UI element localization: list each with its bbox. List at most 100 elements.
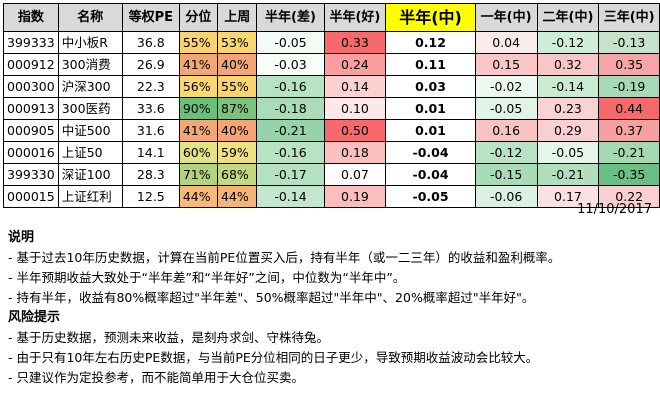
cell-pe: 12.5 xyxy=(121,185,180,208)
table-row: 000015 上证红利 12.5 44% 44% -0.14 0.19 -0.05 -0.06 0… xyxy=(3,185,660,208)
header-name: 名称 xyxy=(57,3,123,32)
cell-half-mid: 0.03 xyxy=(385,75,476,98)
cell-name: 中证500 xyxy=(57,119,123,142)
cell-name: 沪深300 xyxy=(57,75,123,98)
table-row: 000016 上证50 14.1 60% 59% -0.16 0.18 -0.04 -0.12-… xyxy=(3,141,660,164)
cell-half-good: 0.07 xyxy=(323,163,387,186)
cell-index-code: 000300 xyxy=(3,75,59,98)
cell-1y-mid: -0.06 xyxy=(474,185,538,208)
cell-half-good: 0.10 xyxy=(323,97,387,120)
header-1y-mid: 一年(中) xyxy=(474,3,538,32)
cell-half-bad: -0.14 xyxy=(256,185,325,208)
cell-3y-mid: 0.35 xyxy=(598,53,660,76)
cell-half-good: 0.24 xyxy=(323,53,387,76)
cell-name: 中小板R xyxy=(57,31,123,54)
cell-pe: 26.9 xyxy=(121,53,180,76)
table-row: 000905 中证500 31.6 41% 40% -0.21 0.50 0.01 0.16 0.… xyxy=(3,119,660,142)
cell-index-code: 000913 xyxy=(3,97,59,120)
header-half-good: 半年(好) xyxy=(323,3,387,32)
cell-2y-mid: -0.05 xyxy=(536,141,600,164)
note-item: - 基于过去10年历史数据，计算在当前PE位置买入后，持有半年（或一二三年）的收… xyxy=(8,250,561,265)
cell-half-mid: 0.11 xyxy=(385,53,476,76)
cell-1y-mid: -0.05 xyxy=(474,97,538,120)
cell-1y-mid: 0.16 xyxy=(474,119,538,142)
cell-percentile: 71% xyxy=(178,163,219,186)
cell-last-week: 40% xyxy=(217,119,258,142)
note-item: - 半年预期收益大致处于“半年差”和“半年好”之间，中位数为“半年中”。 xyxy=(8,270,406,285)
cell-half-good: 0.18 xyxy=(323,141,387,164)
cell-half-good: 0.50 xyxy=(323,119,387,142)
cell-3y-mid: -0.35 xyxy=(598,163,660,186)
cell-2y-mid: 0.29 xyxy=(536,119,600,142)
cell-3y-mid: 0.22 xyxy=(598,185,660,208)
cell-index-code: 000015 xyxy=(3,185,59,208)
cell-3y-mid: 0.44 xyxy=(598,97,660,120)
cell-1y-mid: 0.15 xyxy=(474,53,538,76)
cell-half-mid: -0.05 xyxy=(385,185,476,208)
header-half-bad: 半年(差) xyxy=(256,3,325,32)
cell-last-week: 40% xyxy=(217,53,258,76)
header-last-week: 上周 xyxy=(217,3,258,32)
cell-name: 300消费 xyxy=(57,53,123,76)
cell-2y-mid: 0.23 xyxy=(536,97,600,120)
cell-index-code: 000905 xyxy=(3,119,59,142)
cell-half-bad: -0.03 xyxy=(256,53,325,76)
cell-pe: 14.1 xyxy=(121,141,180,164)
cell-percentile: 41% xyxy=(178,119,219,142)
cell-3y-mid: -0.21 xyxy=(598,141,660,164)
cell-half-mid: -0.04 xyxy=(385,163,476,186)
cell-name: 300医药 xyxy=(57,97,123,120)
cell-half-mid: 0.01 xyxy=(385,97,476,120)
cell-pe: 36.8 xyxy=(121,31,180,54)
cell-3y-mid: 0.37 xyxy=(598,119,660,142)
cell-half-mid: 0.01 xyxy=(385,119,476,142)
header-half-mid: 半年(中) xyxy=(385,3,476,32)
cell-2y-mid: -0.14 xyxy=(536,75,600,98)
cell-pe: 22.3 xyxy=(121,75,180,98)
cell-index-code: 399333 xyxy=(3,31,59,54)
cell-1y-mid: -0.02 xyxy=(474,75,538,98)
cell-percentile: 55% xyxy=(178,31,219,54)
cell-last-week: 55% xyxy=(217,75,258,98)
risk-item: - 只建议作为定投参考，而不能简单用于大仓位买卖。 xyxy=(8,370,304,385)
notes-title: 说明 xyxy=(8,230,35,245)
cell-index-code: 000016 xyxy=(3,141,59,164)
cell-half-bad: -0.05 xyxy=(256,31,325,54)
cell-3y-mid: -0.19 xyxy=(598,75,660,98)
cell-name: 上证红利 xyxy=(57,185,123,208)
cell-last-week: 68% xyxy=(217,163,258,186)
cell-half-good: 0.33 xyxy=(323,31,387,54)
header-index: 指数 xyxy=(3,3,59,32)
risk-item: - 由于只有10年左右历史PE数据，与当前PE分位相同的日子更少，导致预期收益波… xyxy=(8,350,539,365)
cell-last-week: 87% xyxy=(217,97,258,120)
cell-1y-mid: -0.15 xyxy=(474,163,538,186)
cell-last-week: 59% xyxy=(217,141,258,164)
header-pe: 等权PE xyxy=(121,3,180,32)
cell-last-week: 44% xyxy=(217,185,258,208)
notes-section: 说明 - 基于过去10年历史数据，计算在当前PE位置买入后，持有半年（或一二三年… xyxy=(8,228,656,388)
cell-last-week: 53% xyxy=(217,31,258,54)
pe-table: 指数 名称 等权PE 分位 上周 半年(差) 半年(好) 半年(中) 一年(中)… xyxy=(3,3,660,208)
header-row: 指数 名称 等权PE 分位 上周 半年(差) 半年(好) 半年(中) 一年(中)… xyxy=(3,3,660,32)
risk-item: - 基于历史数据，预测未来收益，是刻舟求剑、守株待兔。 xyxy=(8,330,329,345)
cell-2y-mid: 0.17 xyxy=(536,185,600,208)
cell-pe: 31.6 xyxy=(121,119,180,142)
cell-half-bad: -0.17 xyxy=(256,163,325,186)
table-row: 399333 中小板R 36.8 55% 53% -0.05 0.33 0.12 0.04 -0.… xyxy=(3,31,660,54)
cell-percentile: 90% xyxy=(178,97,219,120)
date-label: 11/10/2017 xyxy=(577,202,652,217)
cell-percentile: 44% xyxy=(178,185,219,208)
table-row: 000912 300消费 26.9 41% 40% -0.03 0.24 0.11 0.15 0.… xyxy=(3,53,660,76)
header-percentile: 分位 xyxy=(178,3,219,32)
cell-index-code: 399330 xyxy=(3,163,59,186)
cell-name: 上证50 xyxy=(57,141,123,164)
cell-half-bad: -0.16 xyxy=(256,141,325,164)
cell-half-mid: 0.12 xyxy=(385,31,476,54)
cell-half-good: 0.14 xyxy=(323,75,387,98)
cell-2y-mid: -0.21 xyxy=(536,163,600,186)
cell-pe: 28.3 xyxy=(121,163,180,186)
table-row: 000300 沪深300 22.3 56% 55% -0.16 0.14 0.03 -0.02-… xyxy=(3,75,660,98)
note-item: - 持有半年，收益有80%概率超过"半年差"、50%概率超过"半年中"、20%概… xyxy=(8,290,535,305)
cell-1y-mid: -0.12 xyxy=(474,141,538,164)
cell-percentile: 56% xyxy=(178,75,219,98)
